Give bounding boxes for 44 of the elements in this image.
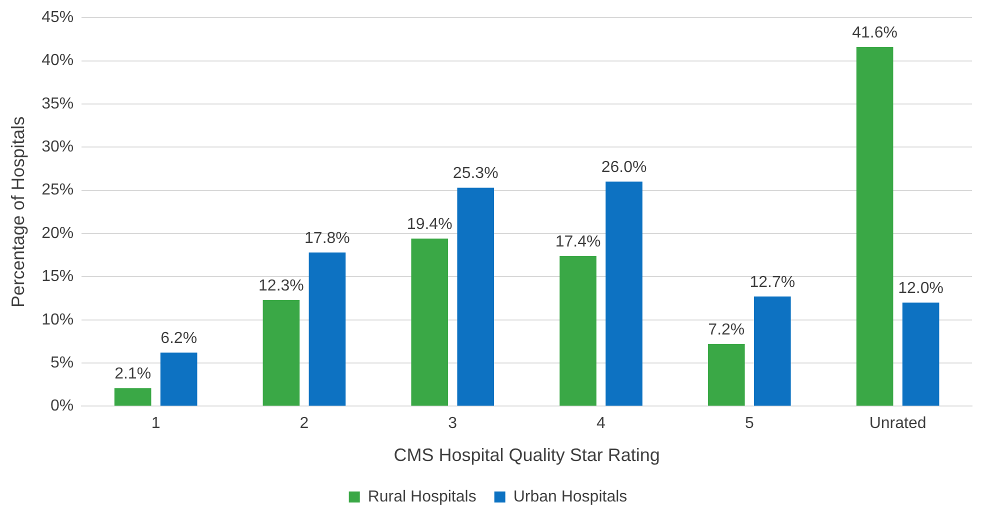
bar <box>560 256 596 406</box>
data-label: 17.8% <box>304 230 350 247</box>
y-tick-label: 5% <box>50 354 74 372</box>
bar <box>457 188 494 406</box>
bar <box>754 296 791 406</box>
bar <box>902 302 940 406</box>
legend-label: Rural Hospitals <box>368 488 476 506</box>
bar <box>160 352 198 406</box>
bar <box>708 344 745 406</box>
legend-label: Urban Hospitals <box>513 488 628 506</box>
bar <box>606 182 642 406</box>
y-tick-label: 25% <box>42 182 74 199</box>
x-tick-label: 1 <box>151 415 160 432</box>
data-label: 7.2% <box>708 321 745 338</box>
data-label: 12.0% <box>898 280 944 297</box>
bar <box>114 388 152 406</box>
data-label: 25.3% <box>452 165 498 182</box>
data-label: 26.0% <box>601 159 647 176</box>
bar <box>308 252 346 406</box>
x-tick-label: 4 <box>596 415 606 432</box>
x-tick-label: 5 <box>744 415 754 432</box>
data-label: 19.4% <box>406 216 452 234</box>
bar <box>856 46 894 406</box>
y-tick-label: 0% <box>50 398 74 415</box>
y-tick-label: 45% <box>42 9 74 26</box>
y-tick-label: 40% <box>42 52 74 70</box>
y-tick-label: 20% <box>42 224 74 242</box>
y-tick-label: 35% <box>42 95 74 112</box>
bar <box>411 238 448 406</box>
x-tick-label: Unrated <box>869 415 926 432</box>
x-axis-title: CMS Hospital Quality Star Rating <box>394 445 660 466</box>
data-label: 41.6% <box>852 24 898 42</box>
y-tick-label: 30% <box>42 138 74 156</box>
data-label: 12.3% <box>258 277 304 294</box>
data-label: 2.1% <box>114 365 152 382</box>
y-tick-label: 10% <box>42 311 74 328</box>
x-tick-label: 2 <box>300 415 309 432</box>
bar <box>262 300 300 406</box>
data-label: 17.4% <box>555 233 601 250</box>
data-label: 6.2% <box>160 330 198 348</box>
x-tick-label: 3 <box>448 415 458 432</box>
y-axis-title: Percentage of Hospitals <box>8 116 28 308</box>
data-label: 12.7% <box>750 274 796 291</box>
y-tick-label: 15% <box>42 268 74 286</box>
